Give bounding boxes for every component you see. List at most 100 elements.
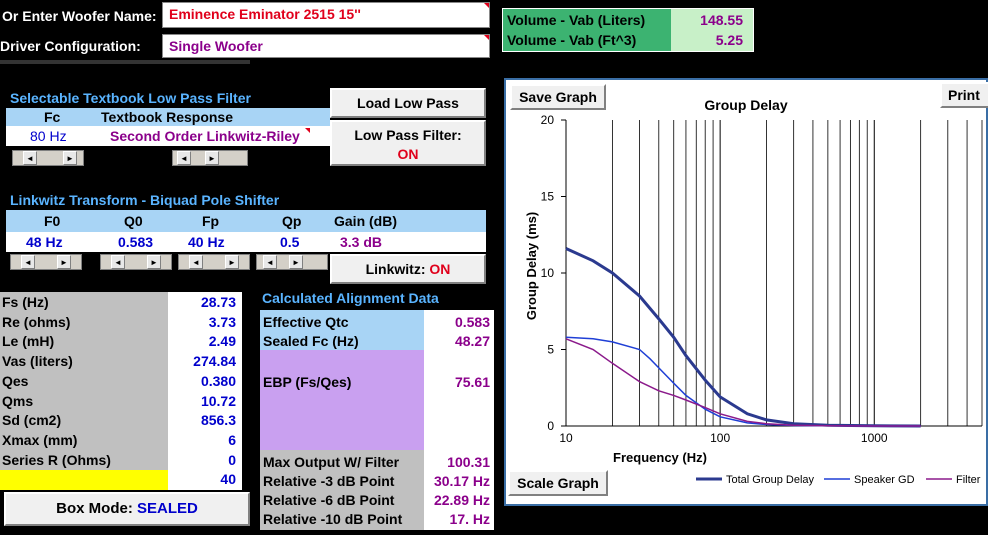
response-scrollbar[interactable]: ◄ ►	[172, 150, 248, 166]
save-graph-button[interactable]: Save Graph	[510, 84, 606, 110]
params-value-column	[168, 292, 242, 490]
box-mode-label: Box Mode:	[56, 500, 133, 517]
chart-axes: 0 5 10 15 20 10 100 1000	[541, 113, 982, 445]
scale-graph-button[interactable]: Scale Graph	[508, 470, 608, 496]
f0-scrollbar[interactable]: ◄ ►	[10, 254, 82, 270]
param-label: Sd (cm2)	[2, 412, 62, 429]
param-row: Sd (cm2) 856.3	[0, 410, 240, 430]
linkwitz-title: Linkwitz Transform - Biquad Pole Shifter	[10, 192, 280, 208]
qp-scrollbar[interactable]: ◄ ►	[256, 254, 328, 270]
param-row: Series R (Ohms) 0	[0, 450, 240, 470]
linkwitz-header-f0: F0	[44, 213, 61, 229]
linkwitz-state: ON	[429, 261, 451, 277]
chart-lines	[565, 247, 921, 428]
y-tick-label: 15	[541, 190, 555, 204]
param-value[interactable]: 3.73	[208, 313, 236, 330]
lowpass-title: Selectable Textbook Low Pass Filter	[10, 90, 251, 106]
param-value[interactable]: 6	[228, 431, 236, 448]
volume-liters-value	[671, 9, 753, 31]
woofer-name-label: Or Enter Woofer Name:	[2, 8, 157, 24]
minus10-label: Relative -10 dB Point	[263, 511, 403, 527]
param-label: Series R (Ohms)	[2, 451, 111, 468]
arrow-left-icon[interactable]: ◄	[189, 255, 203, 269]
response-value[interactable]: Second Order Linkwitz-Riley	[110, 128, 310, 144]
low-pass-filter-label: Low Pass Filter:	[354, 127, 462, 143]
arrow-left-icon[interactable]: ◄	[111, 255, 125, 269]
available-power-highlight	[0, 470, 168, 490]
arrow-right-icon[interactable]: ►	[205, 151, 219, 165]
x-tick-label: 1000	[861, 431, 888, 445]
fc-scrollbar[interactable]: ◄ ►	[12, 150, 84, 166]
x-tick-label: 100	[710, 431, 730, 445]
qtc-fc-values-block	[424, 310, 494, 350]
param-value[interactable]: 2.49	[208, 333, 236, 350]
param-value[interactable]: 28.73	[200, 294, 236, 310]
param-row: Le (mH) 2.49	[0, 331, 240, 351]
arrow-right-icon[interactable]: ►	[57, 255, 71, 269]
volume-panel: Volume - Vab (Liters) 148.55 Volume - Va…	[502, 8, 754, 52]
volume-liters-number: 148.55	[700, 12, 743, 28]
fp-scrollbar[interactable]: ◄ ►	[178, 254, 250, 270]
param-value[interactable]: 274.84	[193, 353, 236, 370]
param-value[interactable]: 0.380	[200, 372, 236, 389]
low-pass-toggle-button[interactable]: Low Pass Filter: ON	[330, 120, 486, 166]
y-tick-label: 5	[547, 343, 554, 357]
max-output-label: Max Output W/ Filter	[263, 454, 400, 470]
linkwitz-header-row: F0 Q0 Fp Qp Gain (dB)	[6, 210, 486, 232]
arrow-right-icon[interactable]: ►	[289, 255, 303, 269]
legend-label: Filter	[956, 474, 981, 486]
arrow-left-icon[interactable]: ◄	[21, 255, 35, 269]
param-value[interactable]: 40	[220, 471, 236, 488]
woofer-name-field[interactable]: Eminence Eminator 2515 15''	[162, 2, 490, 28]
hidden-row-sliver	[0, 60, 250, 64]
arrow-left-icon[interactable]: ◄	[263, 255, 277, 269]
volume-ft3-number: 5.25	[715, 32, 743, 48]
arrow-right-icon[interactable]: ►	[147, 255, 161, 269]
linkwitz-fp-value: 40 Hz	[188, 234, 225, 250]
driver-params-table: Fs (Hz) 28.73 Re (ohms) 3.73 Le (mH) 2.49 Vas …	[0, 292, 242, 490]
param-value[interactable]: 0	[228, 451, 236, 468]
q0-scrollbar[interactable]: ◄ ►	[100, 254, 172, 270]
linkwitz-gain-value: 3.3 dB	[340, 234, 383, 250]
dB-points-block	[260, 450, 424, 530]
response-header: Textbook Response	[101, 109, 233, 125]
series-line-0	[565, 247, 921, 428]
ebp-value: 75.61	[454, 374, 490, 390]
linkwitz-header-q0: Q0	[124, 213, 143, 229]
series-line-2	[565, 338, 921, 427]
lowpass-value-row: 80 Hz Second Order Linkwitz-Riley	[6, 126, 330, 146]
box-mode-button[interactable]: Box Mode: SEALED	[4, 492, 250, 526]
param-label: Re (ohms)	[2, 313, 71, 330]
minus10-value: 17. Hz	[449, 511, 490, 527]
qtc-fc-block	[260, 310, 424, 350]
chart-ylabel: Group Delay (ms)	[524, 212, 539, 320]
driver-config-label: Driver Configuration:	[0, 38, 141, 54]
param-value[interactable]: 10.72	[200, 392, 236, 409]
minus3-value: 30.17 Hz	[433, 473, 490, 489]
arrow-right-icon[interactable]: ►	[63, 151, 77, 165]
param-label: Fs (Hz)	[2, 294, 49, 310]
max-output-value: 100.31	[447, 454, 490, 470]
param-value[interactable]: 856.3	[200, 412, 236, 429]
arrow-left-icon[interactable]: ◄	[177, 151, 191, 165]
driver-config-field[interactable]: Single Woofer	[162, 34, 490, 58]
low-pass-filter-state: ON	[397, 146, 419, 162]
linkwitz-header-gain: Gain (dB)	[334, 213, 397, 229]
chart-xlabel: Frequency (Hz)	[613, 450, 707, 465]
qtc-value: 0.583	[454, 314, 490, 330]
legend-label: Total Group Delay	[726, 474, 815, 486]
print-button[interactable]: Print	[940, 82, 988, 108]
load-low-pass-button[interactable]: Load Low Pass	[330, 88, 486, 118]
linkwitz-toggle-button[interactable]: Linkwitz: ON	[330, 254, 486, 284]
y-tick-label: 10	[541, 266, 555, 280]
linkwitz-header-qp: Qp	[282, 213, 302, 229]
volume-ft3-value	[671, 31, 753, 51]
arrow-left-icon[interactable]: ◄	[23, 151, 37, 165]
minus6-label: Relative -6 dB Point	[263, 492, 395, 508]
arrow-right-icon[interactable]: ►	[225, 255, 239, 269]
ebp-block	[260, 350, 424, 450]
minus6-value: 22.89 Hz	[433, 492, 490, 508]
alignment-panel: Effective Qtc 0.583 Sealed Fc (Hz) 48.27…	[260, 310, 494, 530]
ebp-label: EBP (Fs/Qes)	[263, 374, 352, 390]
linkwitz-qp-value: 0.5	[280, 234, 300, 250]
